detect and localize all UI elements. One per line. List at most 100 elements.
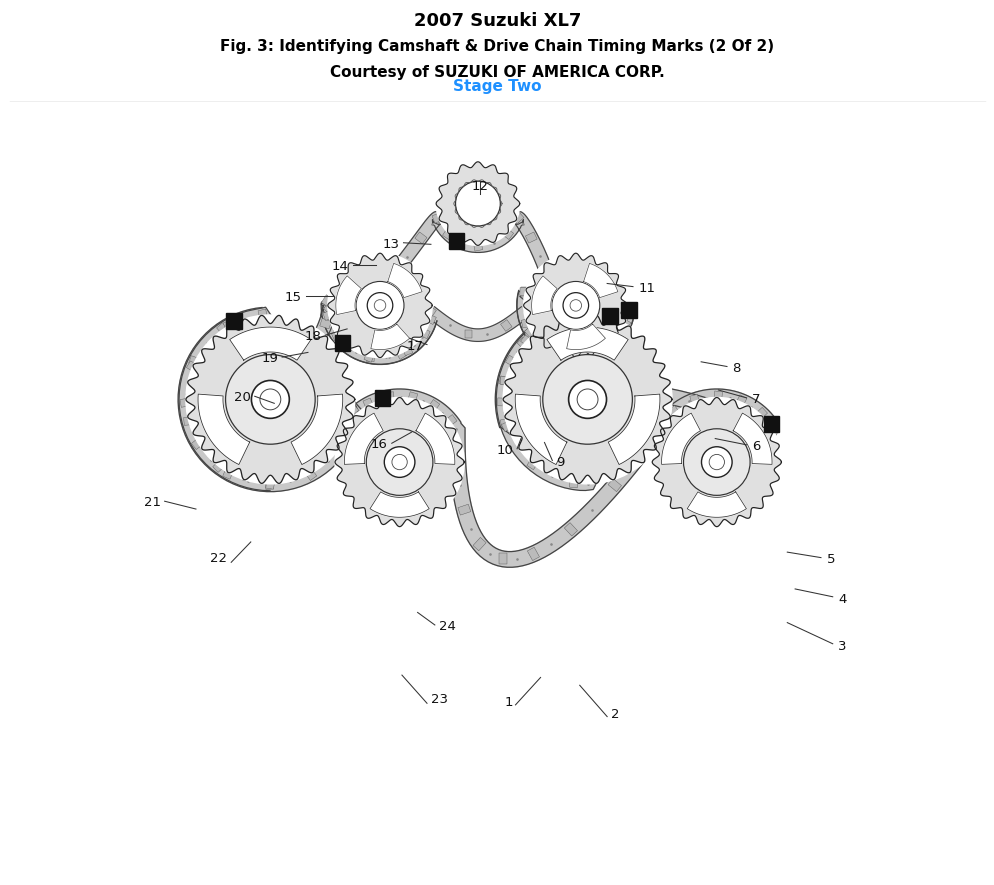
Text: Courtesy of SUZUKI OF AMERICA CORP.: Courtesy of SUZUKI OF AMERICA CORP. [330, 65, 664, 81]
Polygon shape [334, 439, 348, 450]
Point [745, 415, 760, 429]
Polygon shape [336, 276, 361, 314]
Text: 17: 17 [406, 340, 422, 352]
Point [321, 302, 337, 316]
Polygon shape [526, 458, 538, 470]
Point [378, 350, 394, 365]
Point [178, 396, 194, 410]
Polygon shape [496, 290, 634, 490]
Polygon shape [533, 323, 545, 337]
Polygon shape [521, 319, 532, 328]
Point [582, 348, 598, 362]
Polygon shape [689, 395, 700, 407]
Polygon shape [321, 295, 333, 307]
Point [658, 413, 674, 427]
Point [765, 421, 781, 435]
Circle shape [367, 293, 393, 319]
Polygon shape [713, 391, 722, 403]
Point [598, 417, 614, 431]
Point [329, 328, 345, 342]
Polygon shape [217, 323, 230, 336]
Point [522, 324, 538, 338]
Text: 5: 5 [826, 553, 834, 566]
Circle shape [503, 315, 671, 484]
Polygon shape [527, 547, 539, 560]
Point [533, 296, 549, 310]
Circle shape [335, 397, 464, 527]
Point [510, 211, 526, 225]
Polygon shape [426, 399, 439, 413]
Polygon shape [545, 296, 554, 307]
Polygon shape [184, 417, 194, 426]
Text: 10: 10 [496, 443, 513, 457]
Polygon shape [402, 344, 413, 356]
Polygon shape [345, 412, 357, 426]
Polygon shape [600, 342, 612, 353]
Polygon shape [198, 394, 249, 465]
Text: 2007 Suzuki XL7: 2007 Suzuki XL7 [414, 12, 580, 30]
Point [203, 453, 219, 467]
Point [516, 285, 532, 299]
Polygon shape [515, 394, 567, 465]
Point [563, 522, 579, 536]
Circle shape [542, 355, 632, 444]
Polygon shape [661, 413, 700, 465]
Circle shape [366, 428, 432, 496]
Polygon shape [542, 270, 553, 280]
Text: 16: 16 [371, 438, 388, 451]
Polygon shape [395, 347, 407, 359]
Polygon shape [344, 412, 357, 425]
Text: 23: 23 [430, 694, 447, 706]
Polygon shape [473, 241, 482, 251]
Text: 24: 24 [438, 620, 455, 633]
Point [453, 235, 469, 250]
Polygon shape [497, 398, 508, 406]
Circle shape [577, 389, 597, 410]
Point [539, 268, 555, 282]
Polygon shape [366, 351, 374, 362]
Polygon shape [426, 307, 529, 342]
Point [619, 307, 635, 321]
Polygon shape [500, 319, 512, 331]
Polygon shape [327, 253, 431, 358]
Polygon shape [424, 306, 436, 318]
Polygon shape [323, 310, 334, 320]
Polygon shape [417, 327, 429, 339]
Polygon shape [571, 352, 580, 363]
Point [344, 404, 360, 418]
Point [321, 303, 337, 317]
Point [362, 350, 378, 364]
Polygon shape [448, 233, 464, 249]
Polygon shape [719, 405, 730, 419]
Circle shape [327, 253, 431, 358]
Polygon shape [431, 212, 443, 223]
Polygon shape [524, 325, 536, 337]
Point [550, 313, 566, 327]
Circle shape [709, 454, 724, 470]
Point [441, 319, 457, 333]
Point [361, 397, 377, 412]
Polygon shape [620, 302, 636, 318]
Circle shape [226, 355, 315, 444]
Point [601, 395, 617, 409]
Point [234, 312, 249, 327]
Point [752, 407, 768, 421]
Circle shape [384, 447, 414, 477]
Point [361, 350, 377, 364]
Point [442, 414, 458, 428]
Polygon shape [179, 304, 436, 490]
Point [479, 327, 495, 341]
Point [509, 551, 525, 566]
Point [604, 373, 620, 388]
Point [613, 304, 629, 318]
Point [440, 227, 456, 241]
Circle shape [683, 428, 749, 496]
Polygon shape [334, 335, 350, 351]
Polygon shape [186, 315, 355, 483]
Point [498, 416, 514, 430]
Polygon shape [500, 418, 512, 427]
Point [471, 537, 487, 551]
Point [526, 330, 542, 344]
Point [550, 394, 566, 408]
Polygon shape [457, 504, 470, 515]
